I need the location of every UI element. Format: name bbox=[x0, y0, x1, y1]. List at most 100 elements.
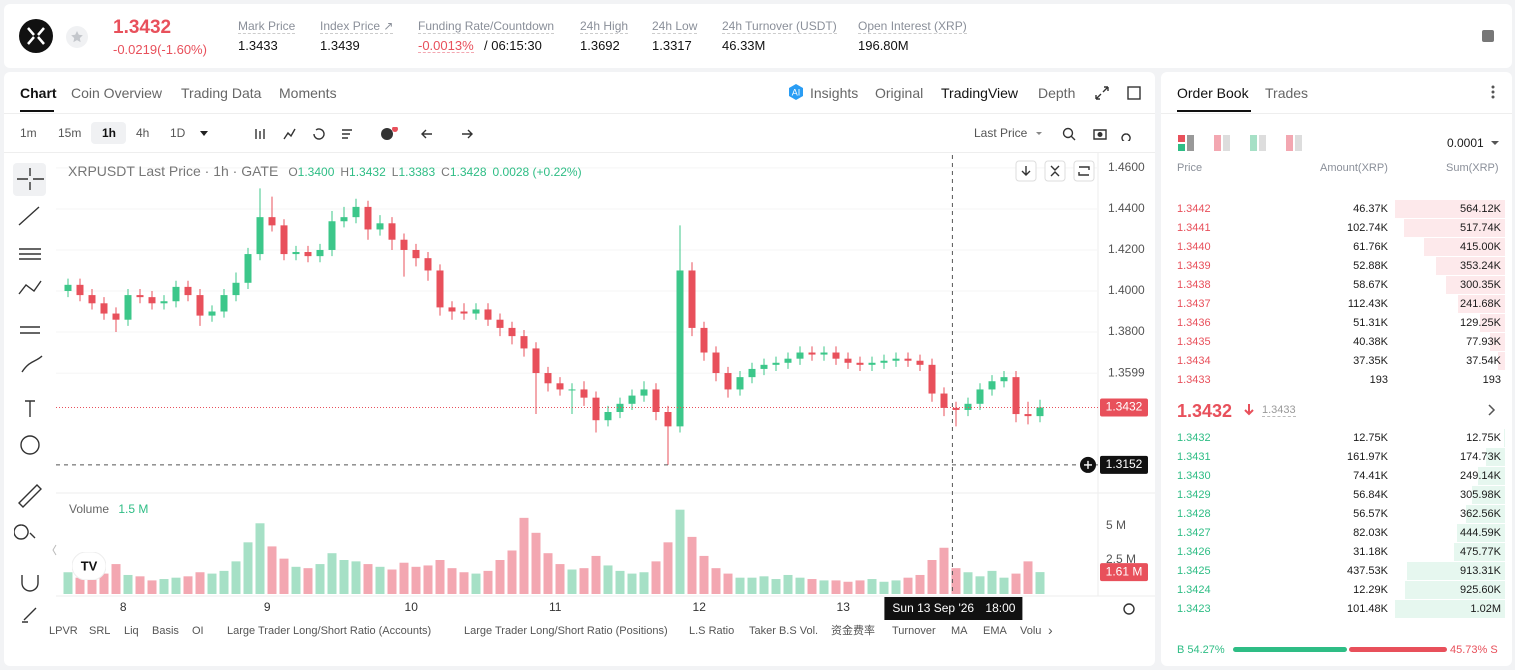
volume-bar bbox=[447, 568, 457, 594]
indicator[interactable]: Taker B.S Vol. bbox=[749, 625, 819, 637]
candle-body bbox=[532, 348, 540, 374]
x-tick-label: 13 bbox=[837, 600, 851, 614]
tab[interactable]: Coin Overview bbox=[71, 85, 163, 101]
indicator[interactable]: OI bbox=[192, 625, 204, 637]
chart-right-icons[interactable] bbox=[1034, 127, 1144, 141]
indicator[interactable]: Turnover bbox=[892, 625, 936, 637]
volume-bar bbox=[291, 566, 301, 594]
stat-label: Funding Rate/Countdown bbox=[418, 19, 555, 34]
svg-text:TV: TV bbox=[81, 558, 98, 573]
volume-bar bbox=[135, 576, 145, 594]
indicator[interactable]: Large Trader Long/Short Ratio (Accounts) bbox=[227, 625, 432, 637]
volume-bar bbox=[915, 574, 925, 594]
indicator[interactable]: EMA bbox=[983, 625, 1007, 637]
volume-bar bbox=[243, 542, 253, 594]
ob-tab[interactable]: Order Book bbox=[1177, 85, 1249, 101]
candlestick-chart: 1.4600 1.4400 1.4200 1.4000 1.3800 1.3599 5 M 2… bbox=[52, 153, 1155, 620]
indicator[interactable]: Volu bbox=[1020, 625, 1042, 637]
precision-select[interactable]: 0.0001 bbox=[1447, 136, 1484, 150]
more-menu[interactable] bbox=[1490, 84, 1496, 100]
indicator[interactable]: Large Trader Long/Short Ratio (Positions… bbox=[464, 625, 668, 637]
indicator[interactable]: SRL bbox=[89, 625, 111, 637]
mark-price: 1.3433 bbox=[1262, 404, 1296, 417]
indicator[interactable]: 资金费率 bbox=[831, 625, 875, 637]
depth-bar bbox=[1395, 200, 1505, 218]
book-icon[interactable] bbox=[1480, 28, 1496, 44]
candle-body bbox=[940, 393, 948, 408]
candle-body bbox=[304, 252, 312, 257]
volume-bar bbox=[543, 553, 553, 594]
book-sum: 77.93K bbox=[1466, 336, 1501, 348]
y-tick-label: 1.4400 bbox=[1108, 201, 1145, 215]
book-amount: 161.97K bbox=[1347, 451, 1388, 463]
stat-value: 1.3439 bbox=[320, 38, 360, 53]
y-tick-label: 1.4600 bbox=[1108, 160, 1145, 174]
chevron[interactable] bbox=[1487, 404, 1497, 416]
y-tick-label: 1.3800 bbox=[1108, 324, 1145, 338]
last-price-label: 1.3432 bbox=[1106, 400, 1143, 414]
chart-panel bbox=[4, 72, 1155, 666]
interval[interactable]: 1h bbox=[102, 126, 117, 140]
ohlc-key: O bbox=[288, 165, 298, 179]
indicator[interactable]: Liq bbox=[124, 625, 139, 637]
candle-body bbox=[64, 284, 72, 291]
interval[interactable]: 4h bbox=[136, 126, 150, 140]
candle-body bbox=[184, 286, 192, 296]
view-tab[interactable]: Depth bbox=[1038, 85, 1076, 101]
candle-body bbox=[208, 311, 216, 316]
ohlc-value: 1.3400 bbox=[297, 165, 335, 179]
panel-icons[interactable] bbox=[1094, 85, 1154, 101]
interval[interactable]: 1m bbox=[20, 126, 37, 140]
ohlc-key: L bbox=[391, 165, 399, 179]
stat-extra: / 06:15:30 bbox=[484, 38, 542, 53]
book-amount: 58.67K bbox=[1353, 279, 1388, 291]
drawing-toolbar[interactable] bbox=[14, 165, 48, 645]
chart-corner-buttons[interactable] bbox=[1015, 160, 1097, 182]
indicator[interactable]: Basis bbox=[152, 625, 179, 637]
indicator[interactable]: LPVR bbox=[49, 625, 78, 637]
volume-bar bbox=[687, 536, 697, 594]
crosshair-time-tag bbox=[884, 597, 1023, 620]
candle-body bbox=[760, 364, 768, 369]
interval[interactable]: 15m bbox=[58, 126, 82, 140]
volume-bar bbox=[795, 577, 805, 594]
volume-bar bbox=[903, 577, 913, 594]
tab[interactable]: Trading Data bbox=[181, 85, 262, 101]
book-amount: 12.29K bbox=[1353, 584, 1388, 596]
volume-bar bbox=[555, 564, 565, 594]
candle-body bbox=[544, 373, 552, 384]
indicator[interactable]: L.S Ratio bbox=[689, 625, 735, 637]
y-tick-label: 1.4000 bbox=[1108, 283, 1145, 297]
chart-tool-icons[interactable] bbox=[196, 127, 496, 141]
ob-tab[interactable]: Trades bbox=[1265, 85, 1309, 101]
book-amount: 46.37K bbox=[1353, 203, 1388, 215]
volume-bar bbox=[711, 568, 721, 594]
book-price: 1.3437 bbox=[1177, 298, 1211, 310]
interval[interactable]: 1D bbox=[170, 126, 186, 140]
depth-bar bbox=[1486, 448, 1505, 466]
indicator[interactable]: MA bbox=[951, 625, 968, 637]
stat-label: 24h Turnover (USDT) bbox=[722, 19, 837, 34]
book-view-toggles[interactable] bbox=[1178, 135, 1318, 151]
tab[interactable]: Chart bbox=[20, 85, 57, 101]
volume-bar bbox=[207, 573, 217, 594]
volume-bar bbox=[651, 561, 661, 594]
candle-body bbox=[268, 217, 276, 226]
candle-body bbox=[220, 295, 228, 312]
depth-bar bbox=[1436, 257, 1505, 275]
tab[interactable]: Moments bbox=[279, 85, 337, 101]
candle-body bbox=[748, 368, 756, 378]
book-price: 1.3428 bbox=[1177, 508, 1211, 520]
volume-bar bbox=[1035, 572, 1045, 594]
price-source[interactable]: Last Price bbox=[974, 126, 1028, 140]
view-tab[interactable]: Insights bbox=[810, 85, 859, 101]
candle-body bbox=[772, 362, 780, 365]
view-tab[interactable]: Original bbox=[875, 85, 924, 101]
book-amount: 101.48K bbox=[1347, 603, 1388, 615]
view-tab[interactable]: TradingView bbox=[941, 85, 1019, 101]
book-sum: 1.02M bbox=[1470, 603, 1501, 615]
favorite-star[interactable] bbox=[65, 25, 89, 49]
ohlc-value: 1.3432 bbox=[349, 165, 386, 179]
book-amount: 56.84K bbox=[1353, 489, 1388, 501]
candle-body bbox=[448, 307, 456, 312]
